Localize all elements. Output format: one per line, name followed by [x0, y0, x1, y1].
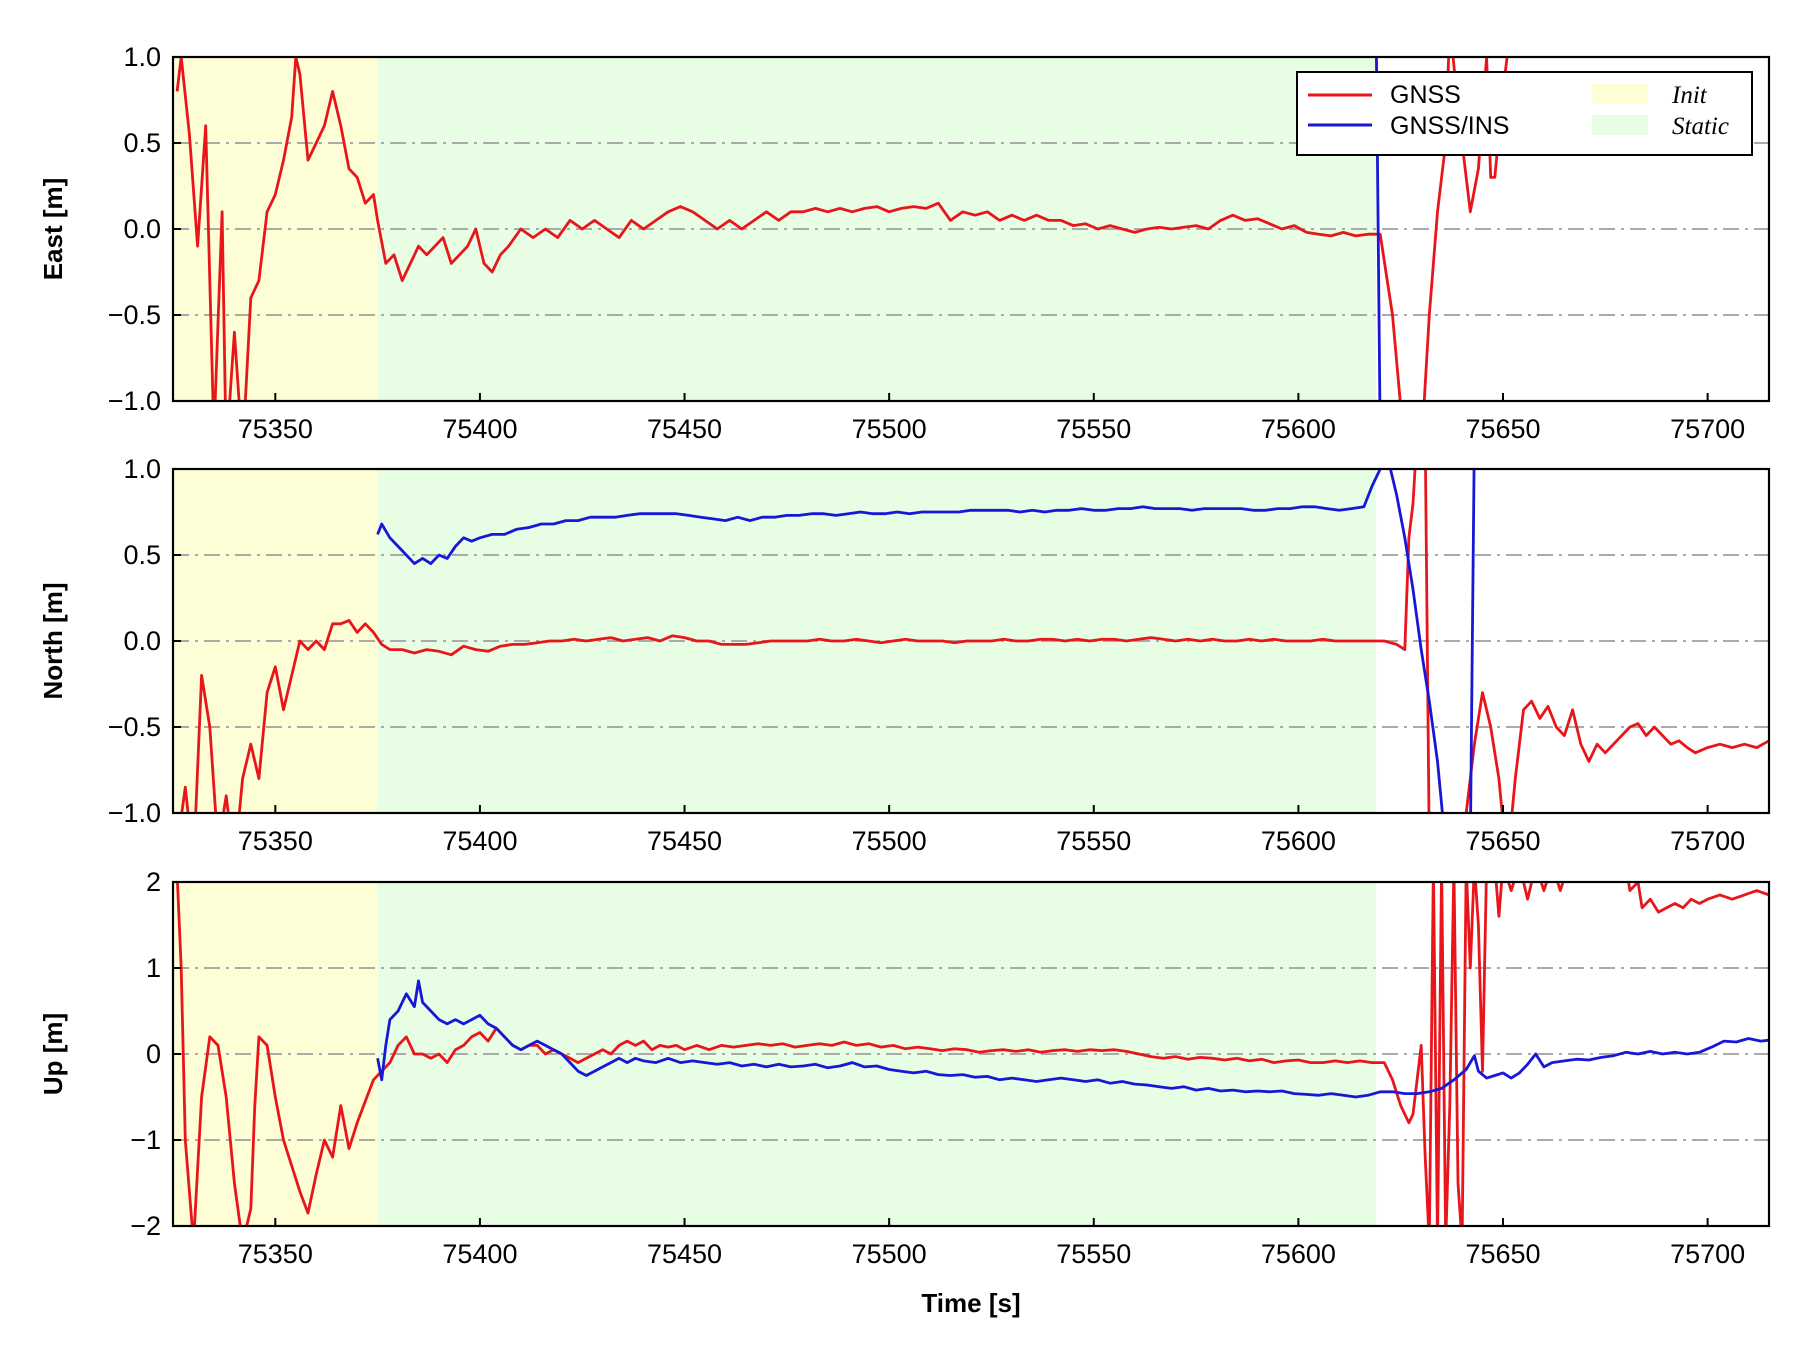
series-line-gnss-ins: [376, 979, 1769, 1099]
legend-swatch-static: [1592, 115, 1648, 135]
x-tick-label: 75350: [238, 826, 313, 856]
y-tick-label: 1.0: [123, 454, 161, 484]
panel-up: 210−1−2 75350 75400 75450 75500 75550 75600 75…: [38, 867, 1771, 1269]
x-axis-label: Time [s]: [921, 1288, 1020, 1318]
x-tick-label: 75500: [852, 414, 927, 444]
y-tick-label: 1.0: [123, 42, 161, 72]
x-tick-label: 75400: [442, 826, 517, 856]
y-tick-label: −1: [130, 1125, 161, 1155]
series-line-gnss-ins: [376, 469, 1476, 813]
y-ticks: 1.0 0.5 0.0 −0.5 −1.0: [108, 454, 181, 828]
x-tick-label: 75650: [1465, 414, 1540, 444]
x-tick-label: 75450: [647, 1239, 722, 1269]
x-tick-label: 75450: [647, 826, 722, 856]
x-tick-label: 75550: [1056, 414, 1131, 444]
x-tick-label: 75450: [647, 414, 722, 444]
legend-label-gnss: GNSS: [1390, 81, 1461, 109]
x-tick-label: 75400: [442, 1239, 517, 1269]
series-line-gnss: [175, 57, 1509, 401]
x-tick-label: 75550: [1056, 1239, 1131, 1269]
y-tick-label: −0.5: [108, 300, 161, 330]
x-tick-label: 75350: [238, 1239, 313, 1269]
y-tick-label: −1.0: [108, 798, 161, 828]
x-tick-label: 75700: [1670, 826, 1745, 856]
x-ticks: 75350 75400 75450 75500 75550 75600 75650 75700: [238, 1218, 1745, 1269]
x-tick-label: 75550: [1056, 826, 1131, 856]
x-tick-label: 75650: [1465, 826, 1540, 856]
y-tick-label: 0.5: [123, 128, 161, 158]
y-tick-label: 0.0: [123, 214, 161, 244]
y-axis-label: East [m]: [38, 178, 68, 281]
plot-area: [173, 57, 1769, 401]
legend-box: [1296, 71, 1753, 156]
panel-north: 1.00.50.0−0.5−1.0 75350 75400 75450 75500 75…: [38, 454, 1771, 856]
y-tick-label: 2: [146, 867, 161, 897]
legend: GNSS GNSS/INS Init Static: [1296, 71, 1753, 156]
x-tick-label: 75500: [852, 826, 927, 856]
plot-area: [173, 882, 1769, 1226]
x-ticks: 75350 75400 75450 75500 75550 75600 75650 75700: [238, 393, 1745, 444]
y-ticks: 1.0 0.5 0.0 −0.5 −1.0: [108, 42, 181, 416]
series-line-gnss: [176, 882, 1769, 1226]
x-tick-label: 75700: [1670, 414, 1745, 444]
x-tick-label: 75700: [1670, 1239, 1745, 1269]
gridlines: [173, 142, 1769, 316]
y-tick-label: 0.0: [123, 626, 161, 656]
gridlines: [173, 967, 1769, 1141]
series-line-gnss: [180, 469, 1769, 813]
plot-area: [173, 469, 1769, 813]
y-tick-label: −0.5: [108, 712, 161, 742]
y-ticks: 2 1 0 −1 −2: [130, 867, 181, 1241]
y-axis-label: North [m]: [38, 583, 68, 700]
x-tick-label: 75650: [1465, 1239, 1540, 1269]
legend-label-gnss-ins: GNSS/INS: [1390, 112, 1509, 140]
x-tick-label: 75500: [852, 1239, 927, 1269]
y-tick-label: −2: [130, 1211, 161, 1241]
series-lines: [180, 469, 1769, 813]
legend-swatch-init: [1592, 84, 1648, 104]
y-tick-label: 1: [146, 953, 161, 983]
y-tick-label: −1.0: [108, 386, 161, 416]
y-tick-label: 0: [146, 1039, 161, 1069]
series-lines: [176, 882, 1769, 1226]
y-tick-label: 0.5: [123, 540, 161, 570]
x-tick-label: 75600: [1261, 826, 1336, 856]
x-ticks: 75350 75400 75450 75500 75550 75600 75650 75700: [238, 805, 1745, 856]
x-tick-label: 75600: [1261, 1239, 1336, 1269]
legend-label-static: Static: [1672, 113, 1729, 140]
y-axis-label: Up [m]: [38, 1013, 68, 1095]
x-tick-label: 75350: [238, 414, 313, 444]
x-tick-label: 75600: [1261, 414, 1336, 444]
x-tick-label: 75400: [442, 414, 517, 444]
panel-east: 1.00.50.0−0.5−1.0 75350 75400 75450 75500 75…: [38, 42, 1771, 444]
legend-label-init: Init: [1671, 82, 1708, 109]
